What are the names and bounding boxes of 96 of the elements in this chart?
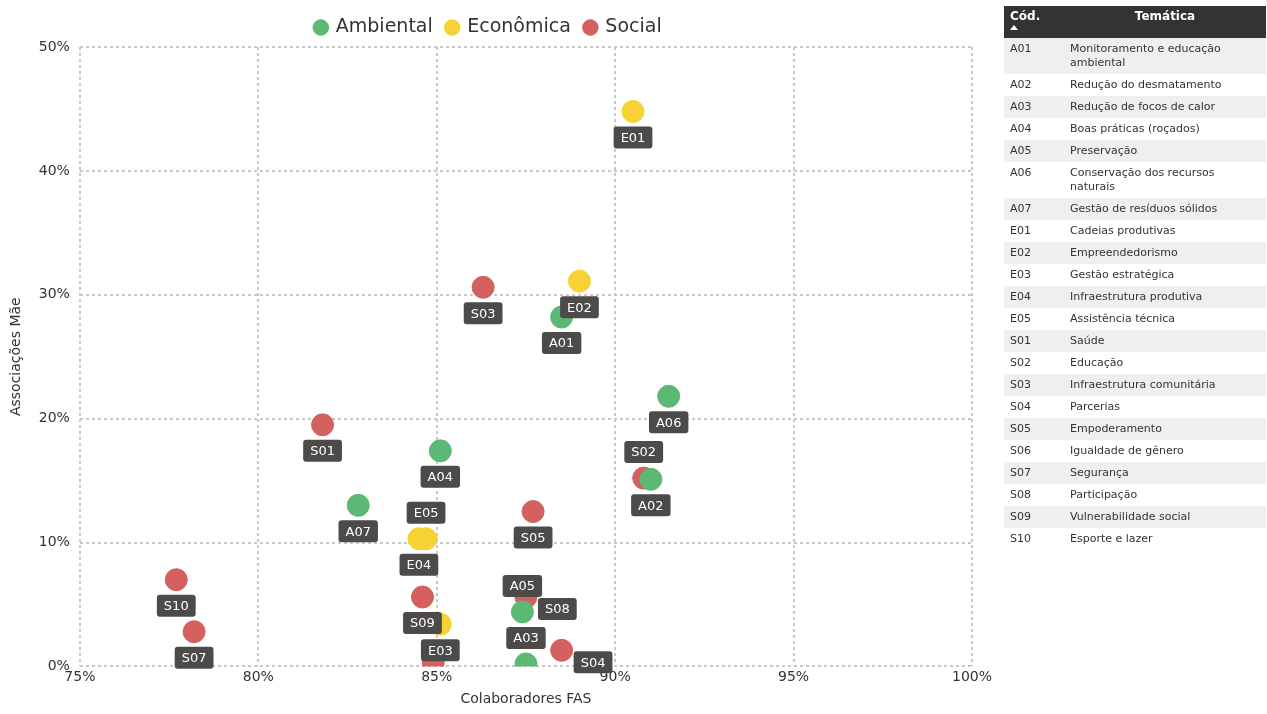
x-tick-label: 95% [778,668,810,685]
text: Empreendedorismo [1064,242,1266,264]
text: A05 [1004,140,1064,162]
x-tick-label: 80% [242,668,274,685]
point [657,384,681,408]
data-label: A05 [509,578,536,594]
text: Redução do desmatamento [1069,77,1223,93]
text: S10 [1009,531,1032,547]
point [621,99,645,123]
text: S06 [1009,443,1032,459]
data-label: S01 [310,443,335,459]
text: S08 [1009,487,1032,503]
text: Esporte e lazer [1069,531,1154,547]
point [410,585,434,609]
data-label: S10 [163,598,189,614]
text: S03 [1004,374,1064,396]
point [311,413,335,437]
text: Temática [1064,6,1266,38]
text: A02 [1009,77,1033,93]
point [510,600,534,624]
y-tick-label: 50% [38,37,70,54]
point [164,568,188,592]
data-label: S07 [181,650,207,666]
text: Preservação [1064,140,1266,162]
data-label: A03 [513,630,539,646]
data-label: A02 [638,497,664,513]
text: S05 [1004,418,1064,440]
text: S01 [1004,330,1064,352]
data-label: A01 [548,335,575,351]
point [471,275,495,299]
text: Gestão de resíduos sólidos [1064,198,1266,220]
data-label: A04 [427,469,454,485]
text: Educação [1069,355,1125,371]
data-label: S03 [470,305,496,321]
x-tick-label: 100% [951,668,992,685]
text: E01 [1009,223,1032,239]
y-tick-label: 0% [47,657,70,674]
y-axis-title: Associações Mãe [7,297,24,417]
text: S07 [1004,462,1064,484]
text: Vulnerabilidade social [1064,506,1266,528]
data-label: S09 [410,615,435,631]
text: Cadeias produtivas [1069,223,1177,239]
data-label: E03 [427,642,453,658]
point [346,493,370,517]
x-tick-label: 85% [421,668,453,685]
text: Monitoramento e educação ambiental [1064,38,1266,74]
text: Empoderamento [1064,418,1266,440]
text: E03 [1009,267,1032,283]
point [567,269,591,293]
data-label: S02 [631,444,657,460]
text: Redução de focos de calor [1064,96,1266,118]
text: E02 [1004,242,1064,264]
text: Saúde [1064,330,1266,352]
data-label: E04 [406,557,432,573]
text: S09 [1004,506,1064,528]
text: E05 [1009,311,1032,327]
text: S04 [1009,399,1032,415]
text: A06 [1009,165,1033,181]
text: Gestão estratégica [1069,267,1176,283]
text: Igualdade de gênero [1069,443,1185,459]
text: Cód. [1004,6,1064,38]
data-label: S08 [544,601,570,617]
data-label: E01 [620,129,646,145]
text: A01 [1004,38,1064,74]
point [182,620,206,644]
text: Infraestrutura comunitária [1064,374,1266,396]
data-label: E05 [413,505,439,521]
text: Assistência técnica [1069,311,1177,327]
data-label: A07 [345,523,371,539]
text: A07 [1004,198,1064,220]
text: A04 [1009,121,1033,137]
y-tick-label: 30% [38,285,70,302]
text: A03 [1004,96,1064,118]
legend-label: Social [605,14,662,37]
point [550,638,574,662]
data-label: S05 [520,529,546,545]
data-label: S04 [580,654,606,670]
data-label: A06 [655,414,682,430]
y-tick-label: 20% [38,409,70,426]
y-tick-label: 40% [38,161,70,178]
text: Conservação dos recursos naturais [1069,165,1216,195]
text: E04 [1004,286,1064,308]
text: Parcerias [1069,399,1122,415]
point [521,500,545,524]
point [428,439,452,463]
x-axis-title: Colaboradores FAS [460,690,592,707]
text: Boas práticas (roçados) [1069,121,1201,137]
y-tick-label: 10% [38,533,70,550]
text: Infraestrutura produtiva [1064,286,1266,308]
point [639,467,663,491]
text: Segurança [1064,462,1266,484]
text: S02 [1009,355,1032,371]
legend-label: Econômica [467,14,571,37]
data-label: E02 [567,299,592,315]
legend-label: Ambiental [335,14,433,37]
text: Participação [1069,487,1139,503]
